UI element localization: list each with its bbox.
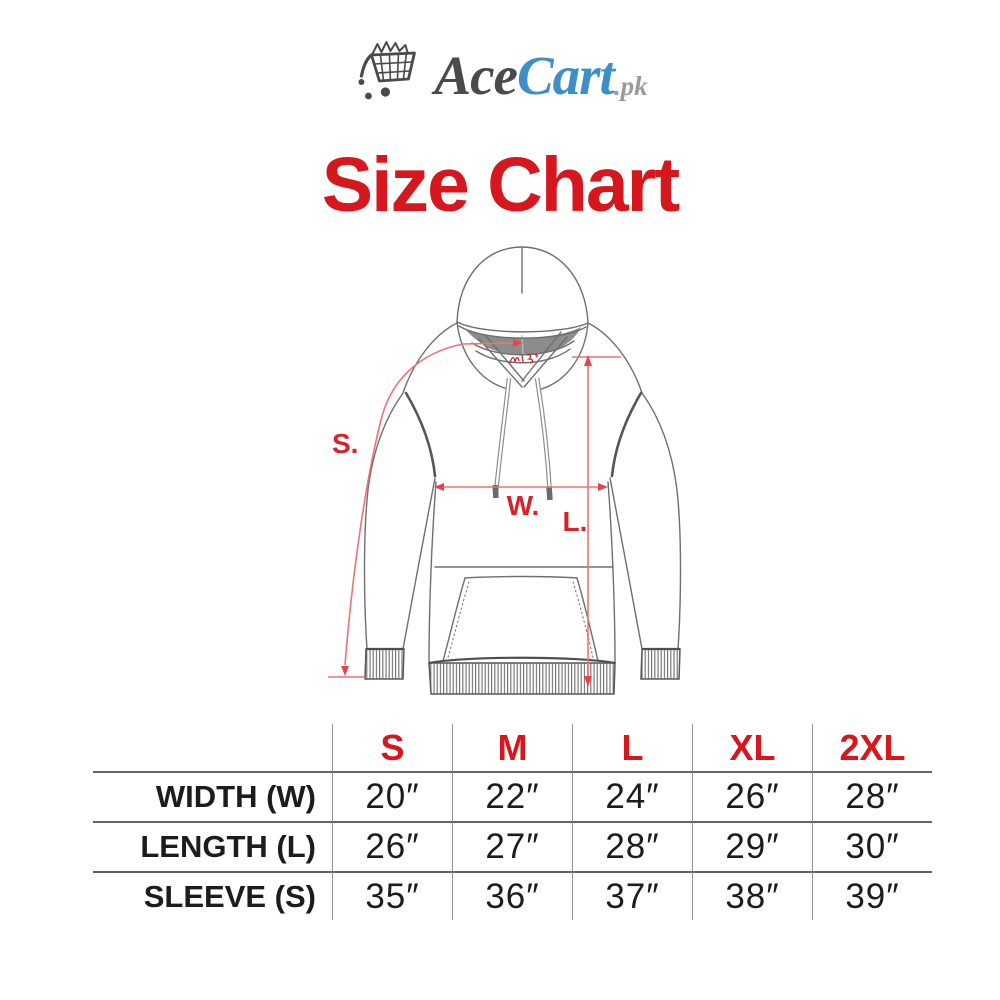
width-m: 22″ (452, 771, 572, 821)
length-xl: 29″ (692, 821, 812, 871)
right-cuff (640, 648, 681, 680)
collar-right (537, 322, 589, 391)
sleeve-xl: 38″ (692, 871, 812, 920)
left-sleeve-inner (402, 477, 436, 650)
size-column-header-xl: XL (692, 724, 812, 771)
width-s: 20″ (332, 771, 452, 821)
ribbing (364, 647, 681, 695)
row-label-width: WIDTH (W) (93, 771, 332, 821)
width-arrow-left (434, 483, 444, 491)
collar-band-top (471, 340, 575, 356)
width-arrow-right (598, 483, 608, 491)
brand-text-cart: Cart (516, 44, 615, 106)
pocket-top (464, 575, 578, 579)
row-label-sleeve: SLEEVE (S) (93, 871, 332, 920)
length-label: L. (563, 506, 588, 537)
width-label: W. (507, 490, 540, 521)
length-l: 28″ (572, 821, 692, 871)
left-shoulder-seam (404, 391, 437, 478)
length-m: 27″ (452, 821, 572, 871)
width-l: 24″ (572, 771, 692, 821)
left-cuff (364, 648, 405, 680)
right-arm-outer (587, 322, 682, 650)
hood-brim-outer (456, 321, 589, 333)
hoodie-measurement-diagram: S. W. L. (328, 246, 682, 695)
page-title: Size Chart (321, 142, 681, 228)
body-left (428, 481, 437, 664)
hem-top-line (428, 656, 616, 665)
left-arm-outer (363, 322, 458, 650)
size-table: S M L XL 2XL WIDTH (W) 20″ 22″ 24″ 26″ 2… (93, 724, 932, 920)
length-2xl: 30″ (812, 821, 932, 871)
vneck-right (521, 331, 568, 388)
measurement-lines: S. W. L. (328, 339, 621, 687)
hoodie-outline (363, 246, 682, 664)
row-label-length: LENGTH (L) (93, 821, 332, 871)
right-aglet (546, 486, 553, 501)
sleeve-arrow-right (513, 339, 523, 347)
drawstrings (492, 377, 553, 501)
sleeve-measure-line (344, 342, 515, 666)
length-arrow-down (584, 676, 592, 687)
brand-text-ace: Ace (434, 44, 518, 106)
sleeve-2xl: 39″ (812, 871, 932, 920)
pocket-left (442, 577, 466, 662)
sleeve-l: 37″ (572, 871, 692, 920)
size-column-header-s: S (332, 724, 452, 771)
right-shoulder-seam (610, 391, 643, 478)
size-column-header-2xl: 2XL (812, 724, 932, 771)
brand-script-icon (509, 353, 538, 364)
pocket-stitch-right (572, 581, 595, 662)
length-arrow-up (584, 355, 592, 366)
sleeve-arrow-down (341, 666, 349, 676)
hood-brim-inner (458, 325, 587, 339)
brand-text-suffix: .pk (613, 71, 648, 101)
collar-band-bottom (475, 348, 571, 364)
table-corner-cell (93, 724, 332, 771)
length-s: 26″ (332, 821, 452, 871)
sleeve-label: S. (332, 428, 358, 459)
width-2xl: 28″ (812, 771, 932, 821)
hoodie-seams (404, 391, 643, 478)
brand-logo: Ace Cart .pk (352, 41, 648, 106)
size-column-header-l: L (572, 724, 692, 771)
sleeve-m: 36″ (452, 871, 572, 920)
size-column-header-m: M (452, 724, 572, 771)
pocket-stitch-left (446, 581, 470, 662)
shopping-cart-icon (358, 41, 416, 100)
collar-left (456, 321, 509, 390)
body-right (607, 481, 616, 664)
sleeve-s: 35″ (332, 871, 452, 920)
hem-band (428, 662, 616, 695)
right-sleeve-inner (609, 477, 643, 650)
width-xl: 26″ (692, 771, 812, 821)
